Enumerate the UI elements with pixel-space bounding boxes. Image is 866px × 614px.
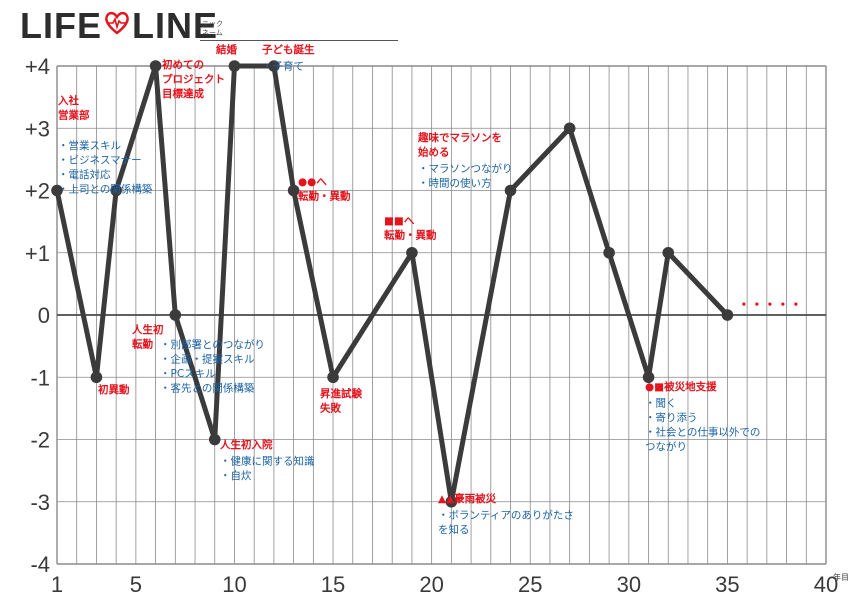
annotation-detail: ・自炊 [220,469,252,482]
y-tick-label: -2 [30,428,50,453]
data-point [721,309,734,321]
annotation-title: 営業部 [58,109,90,122]
annotation-title: 昇進試験 [320,387,362,400]
data-point [90,371,103,384]
x-tick-label: 1 [51,572,63,597]
annotation-title: 人生初入院 [220,438,273,451]
annotation-title: 子ども誕生 [262,43,315,56]
life-line-path [54,63,730,505]
annotation-title: 転勤・異動 [384,229,437,242]
life-line-series [54,63,730,505]
data-point [662,246,675,259]
x-tick-label: 35 [715,572,739,597]
x-tick-label: 20 [419,572,443,597]
y-tick-label: -1 [30,365,50,390]
annotation-detail: ・子育て [262,60,304,73]
logo-text-right: LINE [132,5,219,46]
annotation-title: 入社 [58,94,79,107]
data-points: ・・・・・ [51,60,802,508]
annotation-detail: ・別部署とのつながり [160,338,265,351]
logo: LIFE LINE [20,6,218,46]
annotation-title: 目標達成 [162,87,204,100]
annotation-detail: ・電話対応 [58,168,111,181]
annotation-detail: ・聞く [645,398,677,410]
annotation-title: 失敗 [320,402,341,415]
y-tick-label: 0 [38,303,50,328]
data-point [642,371,655,384]
annotation-title: 初めての [162,58,204,71]
data-point [169,309,182,321]
annotation-detail: ・上司との関係構築 [58,183,153,196]
annotation-detail: ・時間の使い方 [418,177,492,190]
nickname-label-line-1: ニック [202,20,223,28]
annotation-title: 初異動 [98,383,130,396]
y-tick-label: +4 [25,54,50,79]
data-point [228,60,241,72]
data-point [327,371,339,384]
y-tick-label: +1 [25,241,50,266]
x-tick-label: 40 [814,572,838,597]
annotation-title: ▲▲豪雨被災 [438,492,497,505]
x-axis-unit: 年目 [833,572,849,582]
annotation-detail: ・寄り添う [645,411,698,424]
continuation-dots: ・・・・・ [737,298,802,313]
data-point [406,246,418,259]
data-point [268,60,280,72]
nickname-label-line-2: ネーム [202,29,223,37]
annotation-detail: ・客先との関係構築 [160,382,255,395]
annotation-detail: ・企画・提案スキル [160,353,255,366]
annotation-title: 人生初 [132,323,164,336]
annotation-detail: を知る [438,523,470,536]
annotation-detail: つながり [645,440,687,453]
header: LIFE LINE ニック ネーム [0,0,866,50]
data-point [149,60,162,72]
data-point [110,184,122,197]
annotation-detail: ・社会との仕事以外での [645,426,760,439]
annotation-title: ●●へ [298,176,327,188]
y-tick-label: +2 [25,179,50,204]
data-point [445,495,458,508]
data-point [563,122,576,135]
annotation-title: 始める [418,146,450,159]
annotation-detail: ・マラソンつながり [418,162,513,175]
nickname-label: ニック ネーム [202,20,223,38]
y-tick-label: -4 [30,552,50,577]
annotation-title: 転勤・異動 [298,190,351,203]
data-point [208,433,221,446]
y-tick-label: +3 [25,116,50,141]
x-tick-label: 15 [321,572,345,597]
annotation-title: ●■被災地支援 [645,380,717,393]
annotation-detail: ・営業スキル [58,139,121,152]
annotation-title: 趣味でマラソンを [417,131,502,144]
data-point [287,184,300,197]
annotation-detail: ・PCスキル [160,368,216,380]
data-point [51,184,63,197]
nickname-input-line[interactable] [200,40,398,41]
x-tick-label: 30 [617,572,641,597]
annotation-title: ■■へ [384,215,415,227]
heart-ecg-icon [104,6,130,46]
x-tick-label: 25 [518,572,542,597]
data-point [504,184,517,197]
annotation-title: 結婚 [216,43,237,56]
y-tick-label: -3 [30,490,50,515]
logo-text-left: LIFE [20,5,102,46]
annotation-detail: ・ボランティアのありがたさ [438,509,574,522]
annotation-detail: ・ビジネスマナー [58,155,142,167]
x-tick-label: 10 [222,572,246,597]
annotation-title: プロジェクト [162,73,225,86]
annotation-detail: ・健康に関する知識 [220,455,315,468]
annotation-title: 転勤 [132,338,153,351]
x-tick-label: 5 [130,572,142,597]
data-point [603,246,615,259]
